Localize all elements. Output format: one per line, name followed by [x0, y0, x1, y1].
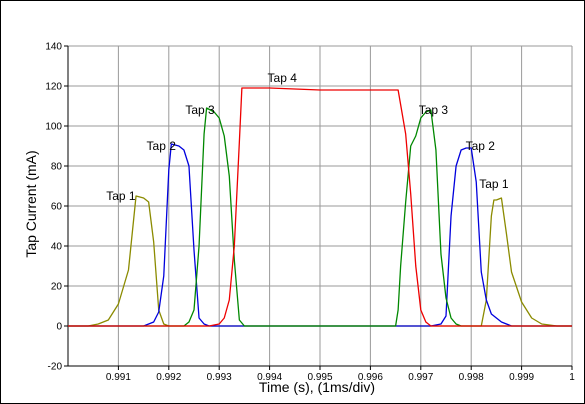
x-tick-label: 0.995	[307, 372, 332, 383]
y-tick-label: 120	[45, 82, 62, 93]
grid	[68, 45, 573, 367]
series-label-tap-2: Tap 2	[147, 139, 177, 153]
series-label-tap-1: Tap 1	[106, 189, 136, 203]
axes	[64, 45, 573, 370]
series-label-tap-2: Tap 2	[466, 139, 496, 153]
y-tick-label: 40	[51, 242, 63, 253]
y-tick-label: 140	[45, 42, 62, 53]
y-tick-label: -20	[48, 362, 63, 373]
series-annotations: Tap 1 Tap 2 Tap 3 Tap 4 Tap 3 Tap 2 Tap 1	[106, 71, 509, 203]
x-axis-title: Time (s), (1ms/div)	[259, 379, 375, 395]
x-tick-label: 0.993	[207, 372, 232, 383]
series-label-tap-3: Tap 3	[419, 103, 449, 117]
y-axis-title: Tap Current (mA)	[23, 150, 39, 257]
tick-labels: -20 0 20 40 60 80 100 120 140 0.991 0.992 0.993 0.99…	[45, 42, 575, 384]
x-tick-label: 0.991	[106, 372, 131, 383]
y-tick-label: 60	[51, 202, 63, 213]
series-label-tap-4: Tap 4	[268, 71, 298, 85]
x-tick-label: 0.994	[257, 372, 282, 383]
series-label-tap-3: Tap 3	[185, 103, 215, 117]
y-tick-label: 100	[45, 122, 62, 133]
series-line-tap-3	[68, 107, 572, 327]
series-lines	[68, 87, 572, 327]
y-tick-label: 0	[56, 322, 62, 333]
x-tick-label: 0.992	[156, 372, 181, 383]
x-tick-label: 0.998	[459, 372, 484, 383]
series-label-tap-1: Tap 1	[479, 177, 509, 191]
x-tick-label: 0.996	[358, 372, 383, 383]
y-tick-label: 20	[51, 282, 63, 293]
x-tick-label: 0.999	[509, 372, 534, 383]
x-tick-label: 1	[569, 372, 575, 383]
series-line-tap-4	[68, 87, 572, 327]
y-tick-label: 80	[51, 162, 63, 173]
series-line-tap-2	[68, 143, 572, 327]
x-tick-label: 0.997	[408, 372, 433, 383]
